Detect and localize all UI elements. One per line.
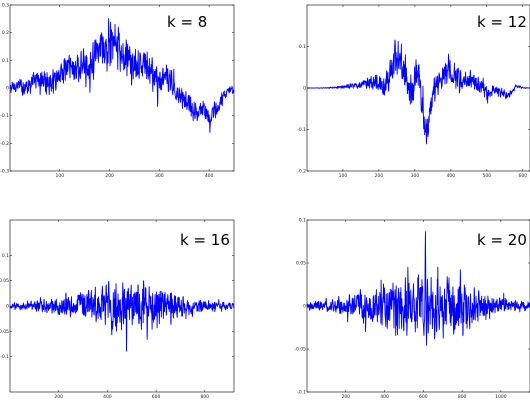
panel-1-signal-line: [9, 18, 235, 133]
panel-4-xtick-label: 1000: [495, 394, 507, 400]
panel-1-ytick-label: -0.3: [0, 169, 9, 175]
panel-4-ytick-label: -0.05: [294, 347, 306, 353]
panel-3-xtick-label: 800: [200, 394, 209, 400]
panel-3-xtick-label: 400: [103, 394, 112, 400]
panel-3-ytick-label: 0: [6, 304, 9, 310]
panel-2-xtick-label: 100: [339, 173, 348, 179]
panel-4-xtick-label: 200: [341, 394, 350, 400]
panel-1: 100 200 300 400 0.3 0.2 0.1 0 -0.1 -0.2 -0.3 k = 8: [0, 3, 235, 179]
panel-2-ytick-label: 0.1: [299, 44, 306, 50]
panel-3-xtick-label: 600: [152, 394, 161, 400]
panel-2-ytick-label: -0.1: [297, 127, 306, 133]
panel-1-xtick-label: 300: [155, 173, 164, 179]
panel-2: 100 200 300 400 500 600 0.1 0 -0.1 -0.2 k = 12: [297, 4, 530, 179]
panel-4-xtick-label: 800: [458, 394, 467, 400]
panel-3-signal-line: [9, 280, 235, 352]
panel-4-ytick-label: 0.05: [296, 261, 306, 267]
panel-2-ytick-label: 0: [303, 86, 306, 92]
panel-2-xtick-label: 300: [411, 173, 420, 179]
panel-2-xtick-label: 200: [375, 173, 384, 179]
panel-1-ytick-label: 0.2: [2, 30, 9, 36]
panel-4-ytick-label: 0.1: [299, 218, 306, 224]
panel-2-title: k = 12: [477, 13, 527, 31]
panel-1-xtick-label: 400: [205, 173, 214, 179]
panel-3-ytick-label: 0.05: [0, 278, 9, 284]
panel-3-title: k = 16: [180, 231, 230, 249]
panel-3-xtick-label: 200: [54, 394, 63, 400]
panel-2-signal-line: [306, 39, 530, 145]
panel-1-xtick-label: 100: [55, 173, 64, 179]
panel-3: 200 400 600 800 0.1 0.05 0 -0.05 -0.1 k = 16: [0, 219, 235, 400]
panel-4-xtick-label: 600: [419, 394, 428, 400]
panel-4-signal-line: [306, 231, 530, 346]
panel-4-title: k = 20: [477, 231, 527, 249]
panel-1-ytick-label: 0.3: [2, 3, 9, 9]
panel-3-ytick-label: 0.1: [2, 253, 9, 259]
panel-1-title: k = 8: [167, 13, 207, 31]
panel-2-ytick-label: -0.2: [297, 169, 306, 175]
panel-2-xtick-label: 600: [519, 173, 528, 179]
panel-4-ytick-label: -0.1: [297, 390, 306, 396]
panel-1-ytick-label: 0.1: [2, 58, 9, 64]
panel-1-ytick-label: 0: [6, 86, 9, 92]
panel-2-xtick-label: 500: [483, 173, 492, 179]
panel-4-ytick-label: 0: [303, 304, 306, 310]
panel-3-ytick-label: -0.05: [0, 329, 9, 335]
panel-4: 200 400 600 800 1000 0.1 0.05 0 -0.05 -0.1 k = 20: [294, 218, 530, 400]
panel-1-ytick-label: -0.1: [0, 113, 9, 119]
panel-4-xtick-label: 400: [380, 394, 389, 400]
panel-1-ytick-label: -0.2: [0, 141, 9, 147]
panel-3-ytick-label: -0.1: [0, 354, 9, 360]
panel-2-xtick-label: 400: [447, 173, 456, 179]
panel-1-xtick-label: 200: [105, 173, 114, 179]
